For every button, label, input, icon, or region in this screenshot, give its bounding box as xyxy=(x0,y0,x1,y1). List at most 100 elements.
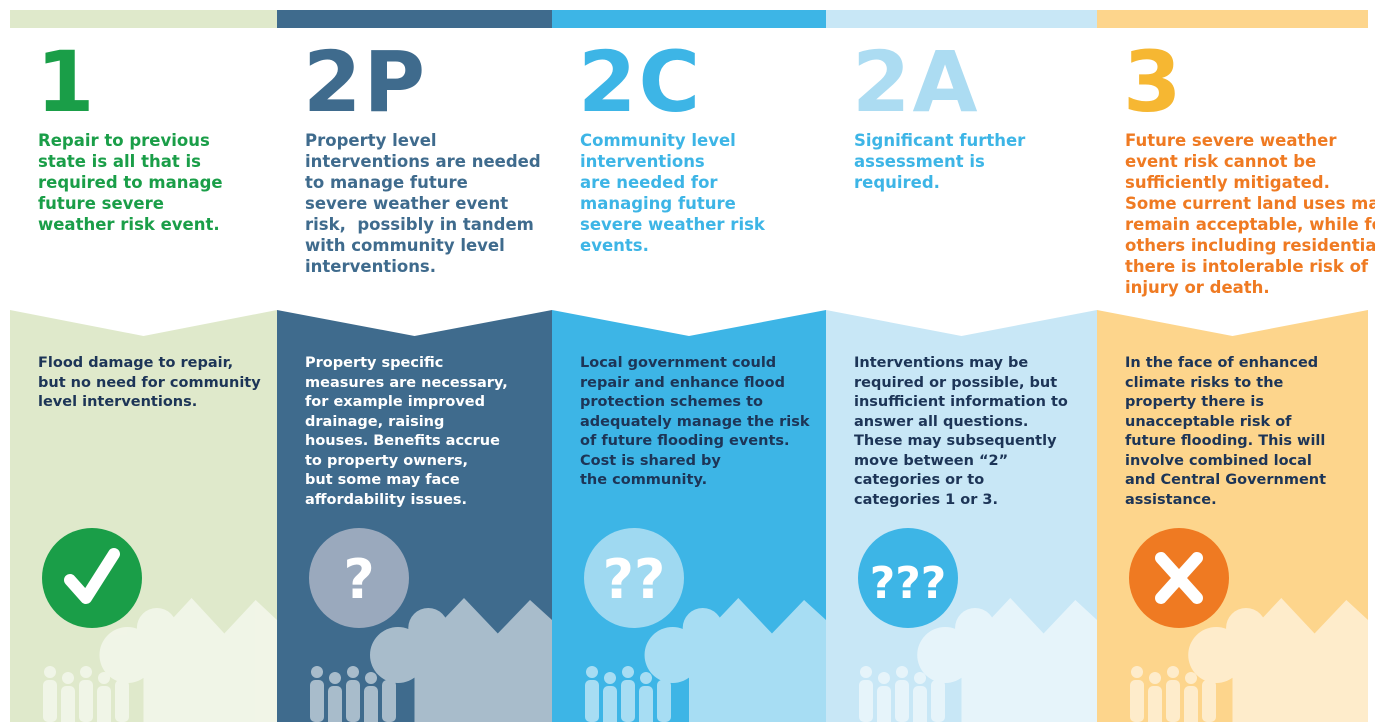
heading-line: there is intolerable risk of xyxy=(1125,256,1375,277)
tree xyxy=(683,608,723,648)
person-body xyxy=(1184,686,1198,722)
heading-line: required to manage xyxy=(38,172,223,193)
heading-line: event risk cannot be xyxy=(1125,151,1375,172)
question-icon: ?? xyxy=(603,548,666,611)
person-head xyxy=(658,666,670,678)
heading-line: remain acceptable, while for xyxy=(1125,214,1375,235)
person-body xyxy=(97,686,111,722)
person-body xyxy=(585,680,599,722)
heading-line: with community level xyxy=(305,235,541,256)
description-line: level interventions. xyxy=(38,393,261,413)
description-line: involve combined local xyxy=(1125,452,1326,472)
heading-line: Community level xyxy=(580,130,765,151)
description-line: unacceptable risk of xyxy=(1125,413,1326,433)
person-body xyxy=(310,680,324,722)
description-line: move between “2” xyxy=(854,452,1068,472)
person-body xyxy=(115,680,129,722)
person-head xyxy=(44,666,56,678)
person-head xyxy=(622,666,634,678)
description-line: categories 1 or 3. xyxy=(854,491,1068,511)
person-head xyxy=(1185,672,1197,684)
person-body xyxy=(639,686,653,722)
person-body xyxy=(931,680,945,722)
person-body xyxy=(43,680,57,722)
person-body xyxy=(1202,680,1216,722)
person-body xyxy=(364,686,378,722)
description-line: for example improved xyxy=(305,393,508,413)
category-code: 3 xyxy=(1123,34,1183,130)
description-line: assistance. xyxy=(1125,491,1326,511)
person-body xyxy=(61,686,75,722)
description: Property specificmeasures are necessary,… xyxy=(305,354,508,510)
description-line: protection schemes to xyxy=(580,393,810,413)
description-line: Flood damage to repair, xyxy=(38,354,261,374)
person-body xyxy=(346,680,360,722)
person-head xyxy=(640,672,652,684)
description-line: property there is xyxy=(1125,393,1326,413)
person-head xyxy=(62,672,74,684)
category-code: 2P xyxy=(303,34,427,130)
description-line: affordability issues. xyxy=(305,491,508,511)
tree xyxy=(408,608,448,648)
person-head xyxy=(98,672,110,684)
description-line: Property specific xyxy=(305,354,508,374)
heading-line: interventions are needed xyxy=(305,151,541,172)
heading-line: assessment is xyxy=(854,151,1025,172)
description-line: the community. xyxy=(580,471,810,491)
person-body xyxy=(621,680,635,722)
description-line: insufficient information to xyxy=(854,393,1068,413)
heading-line: risk, possibly in tandem xyxy=(305,214,541,235)
heading-line: Property level xyxy=(305,130,541,151)
heading-line: state is all that is xyxy=(38,151,223,172)
person-body xyxy=(1148,686,1162,722)
person-body xyxy=(1130,680,1144,722)
heading-line: future severe xyxy=(38,193,223,214)
description-line: These may subsequently xyxy=(854,432,1068,452)
heading-line: Significant further xyxy=(854,130,1025,151)
heading-line: Future severe weather xyxy=(1125,130,1375,151)
person-body xyxy=(79,680,93,722)
person-head xyxy=(1167,666,1179,678)
description-line: of future flooding events. xyxy=(580,432,810,452)
person-head xyxy=(365,672,377,684)
column: ?2PProperty levelinterventions are neede… xyxy=(277,0,552,722)
person-body xyxy=(1166,680,1180,722)
heading: Community levelinterventionsare needed f… xyxy=(580,130,765,256)
person-body xyxy=(382,680,396,722)
heading-line: others including residential xyxy=(1125,235,1375,256)
heading-line: severe weather event xyxy=(305,193,541,214)
heading: Significant furtherassessment isrequired… xyxy=(854,130,1025,193)
description-line: Cost is shared by xyxy=(580,452,810,472)
description-line: repair and enhance flood xyxy=(580,374,810,394)
person-head xyxy=(914,672,926,684)
description-line: In the face of enhanced xyxy=(1125,354,1326,374)
category-code: 2A xyxy=(852,34,979,130)
person-body xyxy=(877,686,891,722)
heading: Property levelinterventions are neededto… xyxy=(305,130,541,277)
heading-line: to manage future xyxy=(305,172,541,193)
description-line: but no need for community xyxy=(38,374,261,394)
heading-line: sufficiently mitigated. xyxy=(1125,172,1375,193)
person-head xyxy=(896,666,908,678)
description-line: measures are necessary, xyxy=(305,374,508,394)
person-head xyxy=(860,666,872,678)
description-line: adequately manage the risk xyxy=(580,413,810,433)
tree xyxy=(955,608,995,648)
person-head xyxy=(383,666,395,678)
description-line: categories or to xyxy=(854,471,1068,491)
description-line: but some may face xyxy=(305,471,508,491)
person-head xyxy=(878,672,890,684)
description-line: drainage, raising xyxy=(305,413,508,433)
heading-line: are needed for xyxy=(580,172,765,193)
description: Flood damage to repair,but no need for c… xyxy=(38,354,261,413)
description-line: Local government could xyxy=(580,354,810,374)
description-line: answer all questions. xyxy=(854,413,1068,433)
tree xyxy=(1226,608,1266,648)
description-line: and Central Government xyxy=(1125,471,1326,491)
description-line: to property owners, xyxy=(305,452,508,472)
